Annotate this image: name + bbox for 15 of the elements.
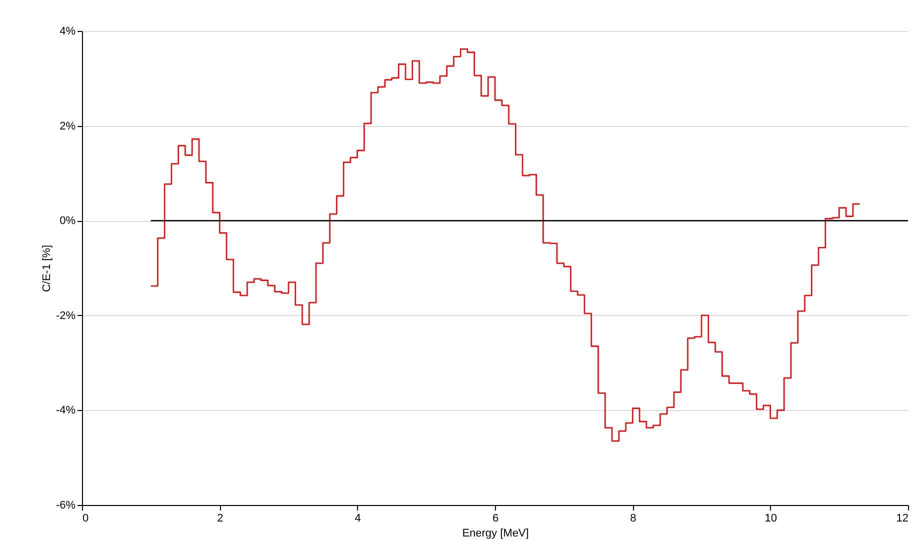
y-tick-label: 4%	[60, 26, 76, 38]
y-tick-label: -6%	[56, 500, 76, 512]
x-tick-label: 4	[354, 512, 361, 524]
y-tick-label: -4%	[56, 404, 76, 417]
x-tick-label: 10	[764, 512, 777, 524]
x-tick-label: 6	[492, 512, 499, 524]
y-tick-label: 2%	[60, 120, 76, 132]
x-axis-title: Energy [MeV]	[462, 528, 529, 540]
x-tick-label: 12	[896, 512, 908, 524]
x-tick-label: 8	[630, 512, 636, 524]
x-tick-label: 0	[82, 512, 89, 524]
x-tick-label: 2	[217, 512, 224, 524]
y-tick-label: -2%	[56, 310, 76, 322]
y-axis-title: C/E-1 [%]	[40, 244, 53, 292]
y-tick-label: 0%	[60, 215, 76, 228]
